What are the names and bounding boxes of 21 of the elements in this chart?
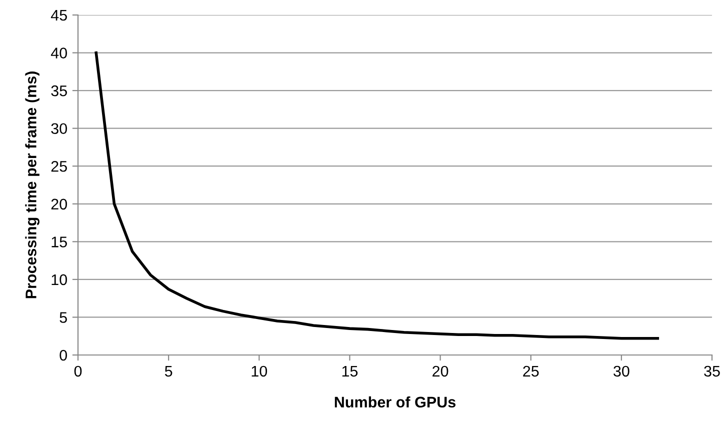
y-tick-label: 25 <box>51 160 67 172</box>
x-tick-label: 0 <box>74 366 82 377</box>
x-tick-label: 35 <box>704 366 720 377</box>
x-tick-label: 10 <box>252 366 268 377</box>
x-tick-label: 25 <box>523 366 539 377</box>
line-series <box>94 51 660 340</box>
x-tick-label: 30 <box>614 366 630 377</box>
y-tick-label: 45 <box>50 10 67 21</box>
y-axis-title: Processing time per frame (ms) <box>25 72 40 298</box>
y-tick-label: 10 <box>52 274 67 286</box>
y-tick-label: 15 <box>52 236 67 248</box>
y-tick-label: 40 <box>50 48 67 58</box>
y-tick-label: 5 <box>60 312 67 323</box>
y-tick-label: 20 <box>51 198 67 210</box>
x-tick-label: 20 <box>432 366 448 377</box>
y-tick-label: 35 <box>51 85 67 96</box>
y-tick-label: 30 <box>51 123 67 134</box>
x-tick-label: 15 <box>342 366 358 377</box>
x-axis-title: Number of GPUs <box>334 396 456 408</box>
x-tick-label: 5 <box>164 366 172 377</box>
y-tick-label: 0 <box>60 350 67 361</box>
